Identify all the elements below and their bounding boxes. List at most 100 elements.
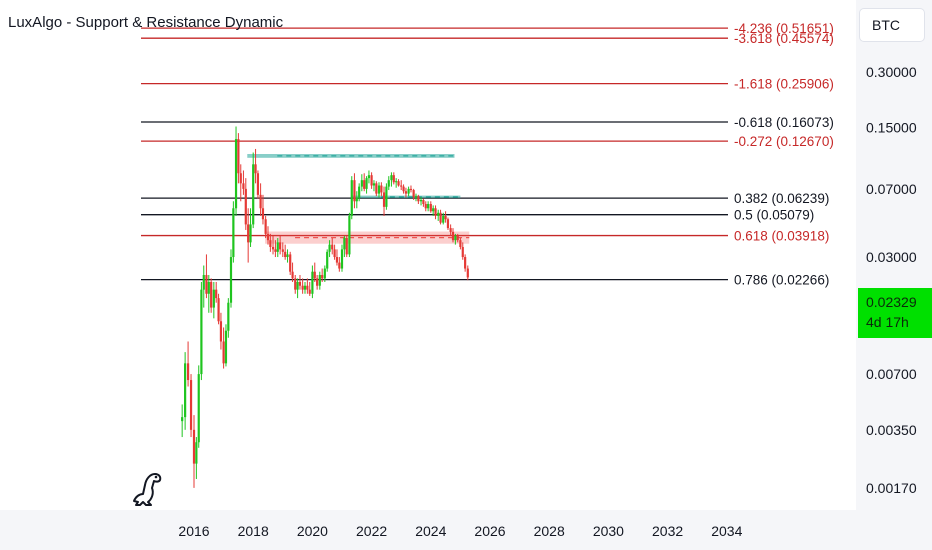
x-tick-label: 2018 bbox=[238, 523, 269, 539]
candle-body bbox=[414, 196, 418, 198]
level-label: 0.5 (0.05079) bbox=[734, 208, 814, 223]
candle-body bbox=[360, 180, 363, 187]
last-price-tag: 0.02329 4d 17h bbox=[858, 288, 932, 338]
candle-body bbox=[365, 178, 368, 189]
candle-body bbox=[367, 175, 371, 179]
candle-body bbox=[242, 183, 245, 189]
candle-body bbox=[387, 180, 390, 187]
candle-body bbox=[422, 199, 425, 205]
candle-body bbox=[348, 215, 351, 255]
candle-body bbox=[412, 190, 415, 198]
currency-selector[interactable]: BTC bbox=[859, 8, 925, 42]
x-tick-label: 2024 bbox=[415, 523, 446, 539]
y-tick-label: 0.15000 bbox=[866, 120, 917, 136]
candle-body bbox=[222, 341, 225, 364]
candle-body bbox=[392, 175, 395, 183]
x-tick-label: 2022 bbox=[356, 523, 387, 539]
level-label: -1.618 (0.25906) bbox=[734, 77, 834, 92]
candle-body bbox=[321, 274, 324, 279]
candle-body bbox=[296, 281, 299, 290]
candle-body bbox=[286, 254, 289, 258]
candle-body bbox=[328, 244, 331, 252]
y-tick-label: 0.07000 bbox=[866, 181, 917, 197]
candle-body bbox=[184, 363, 187, 418]
candle-body bbox=[202, 274, 205, 290]
candle-body bbox=[259, 194, 262, 209]
candle-body bbox=[229, 257, 233, 303]
candle-body bbox=[301, 285, 304, 290]
candle-body bbox=[459, 240, 462, 247]
candle-body bbox=[390, 175, 393, 181]
candle-body bbox=[217, 298, 220, 322]
candle-body bbox=[372, 183, 376, 186]
last-price-value: 0.02329 bbox=[866, 294, 917, 310]
level-label: -4.236 (0.51651) bbox=[734, 21, 834, 36]
candle-body bbox=[234, 139, 238, 209]
chart-title: LuxAlgo - Support & Resistance Dynamic bbox=[8, 14, 284, 31]
candle-body bbox=[358, 186, 361, 198]
candle-body bbox=[316, 278, 319, 286]
price-axis-bg bbox=[856, 0, 932, 550]
candle-body bbox=[212, 289, 215, 308]
candle-body bbox=[291, 271, 294, 279]
candle-body bbox=[402, 186, 405, 192]
y-tick-label: 0.00170 bbox=[866, 480, 917, 496]
y-tick-label: 0.00350 bbox=[866, 422, 917, 438]
candle-body bbox=[454, 235, 457, 241]
candle-body bbox=[261, 208, 265, 220]
candle-body bbox=[224, 330, 228, 364]
candle-body bbox=[252, 164, 255, 225]
candle-body bbox=[439, 212, 442, 223]
candle-body bbox=[397, 181, 400, 186]
candle-body bbox=[375, 183, 378, 194]
candle-body bbox=[232, 208, 235, 258]
candle-body bbox=[197, 374, 200, 443]
x-tick-label: 2030 bbox=[593, 523, 624, 539]
candle-body bbox=[195, 442, 198, 464]
candle-body bbox=[254, 164, 257, 174]
candles-layer bbox=[181, 126, 469, 488]
candle-body bbox=[306, 285, 309, 290]
level-label: -0.272 (0.12670) bbox=[734, 134, 834, 149]
candle-body bbox=[276, 242, 279, 252]
candle-body bbox=[200, 289, 203, 375]
candle-body bbox=[239, 173, 242, 184]
x-tick-label: 2016 bbox=[178, 523, 209, 539]
candle-body bbox=[409, 188, 413, 191]
candle-body bbox=[377, 185, 381, 194]
candle-body bbox=[210, 281, 213, 308]
candle-body bbox=[419, 199, 423, 202]
x-tick-label: 2026 bbox=[474, 523, 505, 539]
candle-body bbox=[466, 268, 469, 278]
candle-body bbox=[442, 215, 445, 223]
candle-body bbox=[219, 321, 223, 342]
candle-body bbox=[432, 208, 435, 212]
candle-body bbox=[326, 251, 329, 269]
level-label: 0.786 (0.02266) bbox=[734, 273, 829, 288]
candle-body bbox=[417, 196, 420, 202]
candle-body bbox=[207, 281, 210, 294]
candle-body bbox=[266, 233, 270, 241]
candle-body bbox=[343, 238, 346, 250]
level-label: 0.382 (0.06239) bbox=[734, 191, 829, 206]
candle-body bbox=[355, 197, 358, 202]
candle-body bbox=[311, 271, 314, 294]
candle-body bbox=[451, 231, 455, 241]
candle-body bbox=[353, 180, 356, 202]
candle-body bbox=[380, 185, 383, 193]
currency-label: BTC bbox=[872, 17, 900, 33]
level-label: 0.618 (0.03918) bbox=[734, 229, 829, 244]
candle-body bbox=[318, 274, 321, 286]
candle-body bbox=[335, 257, 339, 263]
candle-body bbox=[192, 429, 196, 464]
candle-body bbox=[434, 208, 437, 216]
candle-body bbox=[181, 417, 184, 422]
candle-body bbox=[237, 139, 240, 174]
tradingview-logo[interactable] bbox=[130, 468, 166, 511]
candle-body bbox=[395, 181, 398, 183]
level-label: -0.618 (0.16073) bbox=[734, 115, 834, 130]
x-tick-label: 2020 bbox=[297, 523, 328, 539]
candle-body bbox=[244, 188, 247, 225]
